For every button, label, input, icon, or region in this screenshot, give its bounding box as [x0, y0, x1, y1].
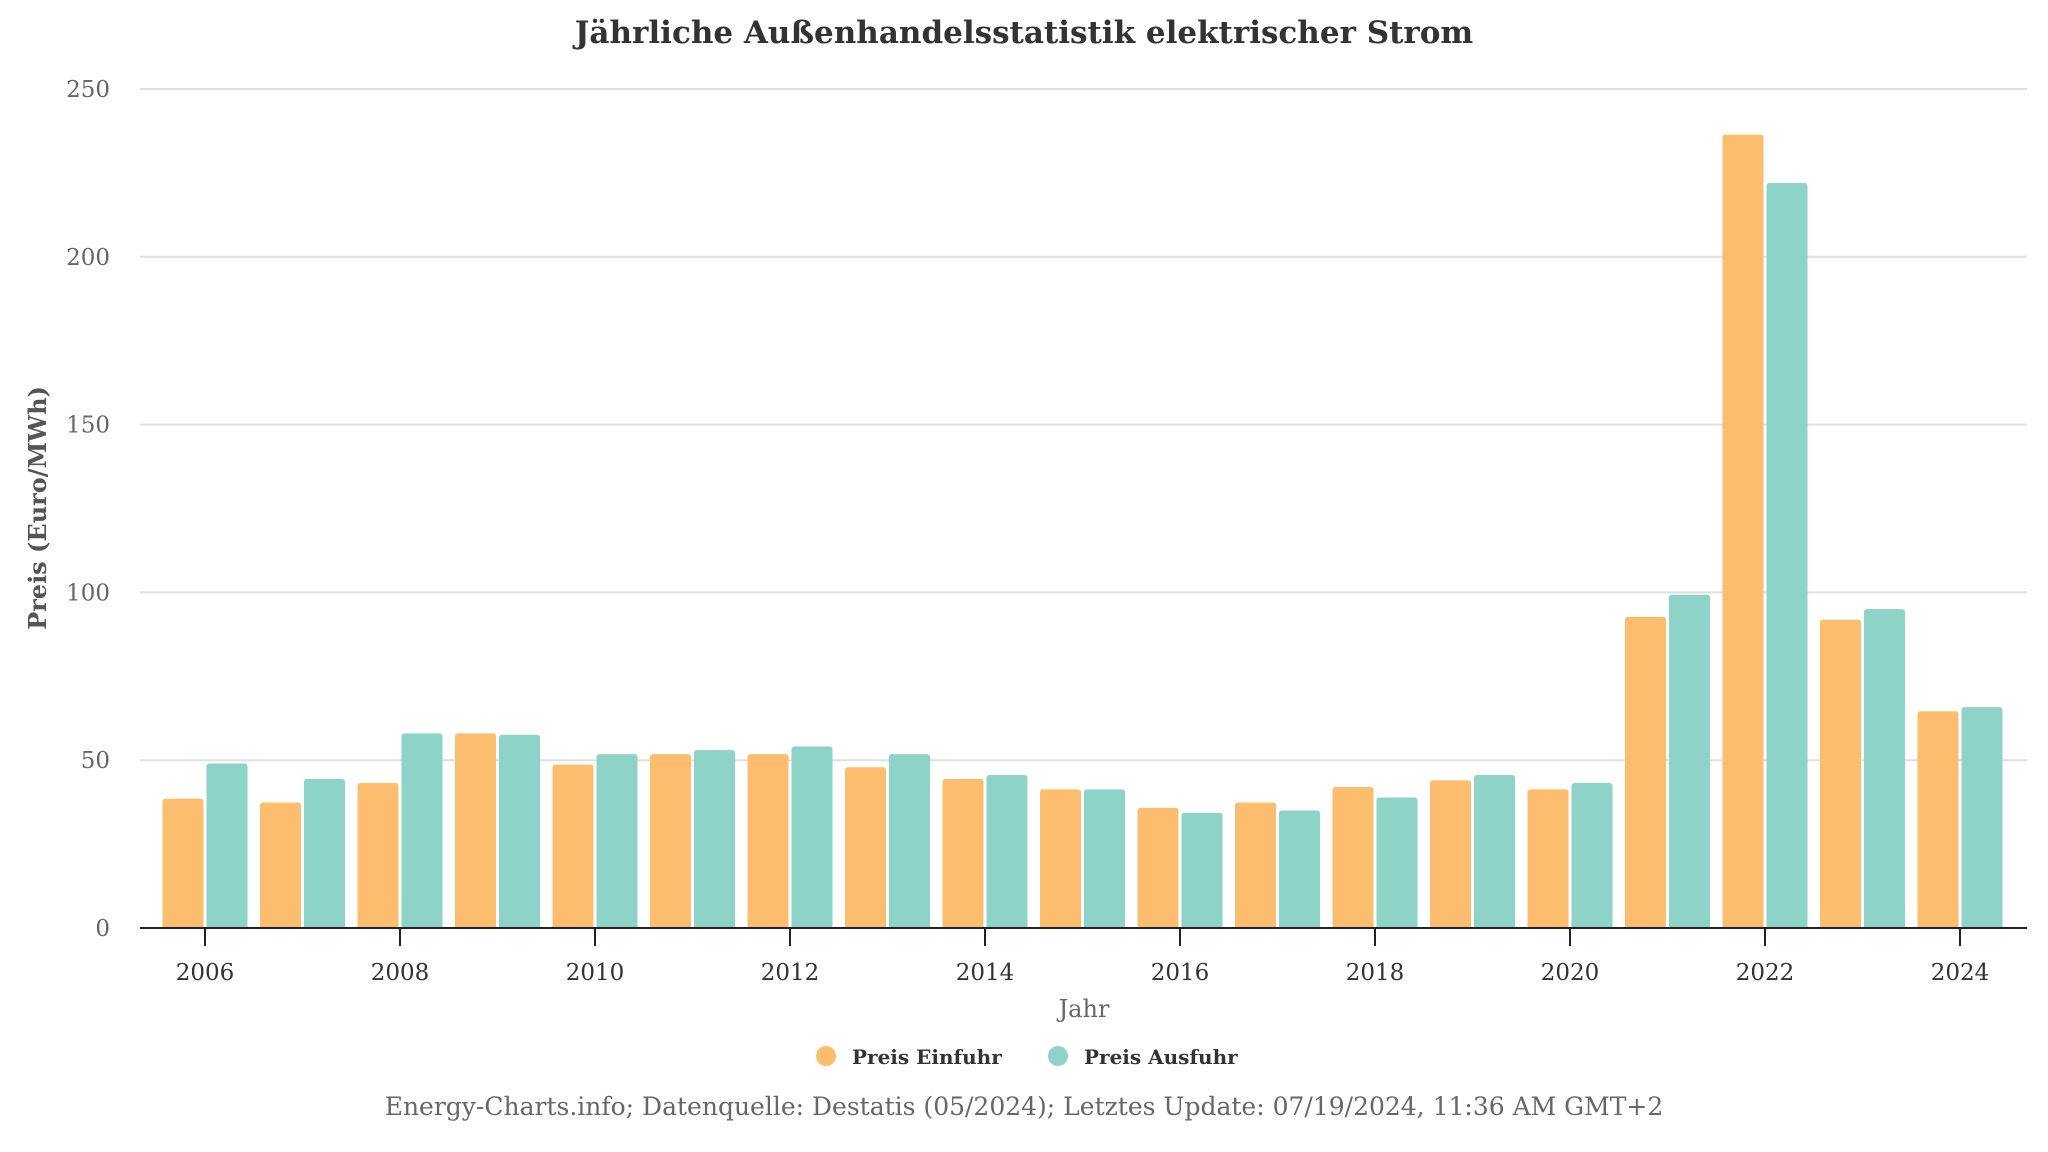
bar-einfuhr-2007[interactable]	[260, 802, 301, 928]
x-tick-label: 2024	[1931, 960, 1990, 986]
bar-ausfuhr-2008[interactable]	[401, 733, 443, 928]
x-tick-label: 2006	[176, 960, 235, 986]
bar-einfuhr-2018[interactable]	[1332, 787, 1374, 928]
bar-einfuhr-2014[interactable]	[942, 778, 984, 928]
bar-einfuhr-2024[interactable]	[1917, 711, 1959, 928]
x-tick-label: 2012	[761, 960, 820, 986]
legend-item-ausfuhr[interactable]: Preis Ausfuhr	[1048, 1045, 1238, 1069]
bar-ausfuhr-2012[interactable]	[791, 746, 833, 928]
x-axis-label: Jahr	[1056, 995, 1110, 1023]
bar-ausfuhr-2010[interactable]	[596, 754, 638, 928]
bar-einfuhr-2017[interactable]	[1235, 802, 1276, 928]
bar-ausfuhr-2016[interactable]	[1181, 812, 1223, 928]
bar-ausfuhr-2024[interactable]	[1961, 707, 2003, 928]
y-tick-label: 0	[95, 916, 110, 942]
y-tick-label: 100	[66, 580, 110, 606]
x-tick-label: 2022	[1736, 960, 1795, 986]
bar-einfuhr-2022[interactable]	[1722, 134, 1764, 928]
x-tick-label: 2020	[1541, 960, 1600, 986]
y-tick-label: 50	[81, 748, 110, 774]
bar-einfuhr-2010[interactable]	[552, 764, 594, 928]
bar-ausfuhr-2013[interactable]	[889, 754, 930, 928]
legend-label-ausfuhr: Preis Ausfuhr	[1084, 1045, 1238, 1069]
bar-ausfuhr-2015[interactable]	[1084, 789, 1125, 928]
bar-ausfuhr-2021[interactable]	[1669, 594, 1710, 928]
bar-einfuhr-2009[interactable]	[455, 733, 496, 928]
y-axis-label: Preis (Euro/MWh)	[23, 386, 52, 630]
bar-einfuhr-2019[interactable]	[1430, 780, 1471, 928]
bar-ausfuhr-2014[interactable]	[986, 774, 1028, 928]
bar-ausfuhr-2011[interactable]	[694, 750, 735, 928]
bar-ausfuhr-2007[interactable]	[304, 778, 345, 928]
bar-einfuhr-2021[interactable]	[1625, 616, 1666, 928]
bar-ausfuhr-2022[interactable]	[1766, 182, 1808, 928]
y-tick-label: 250	[66, 77, 110, 103]
chart-title: Jährliche Außenhandelsstatistik elektris…	[572, 15, 1474, 51]
legend-label-einfuhr: Preis Einfuhr	[852, 1045, 1002, 1069]
bar-einfuhr-2016[interactable]	[1137, 807, 1179, 928]
bar-ausfuhr-2019[interactable]	[1474, 774, 1515, 928]
x-tick-label: 2010	[566, 960, 625, 986]
bar-ausfuhr-2006[interactable]	[206, 763, 248, 928]
legend-marker-ausfuhr	[1048, 1046, 1068, 1066]
bar-einfuhr-2008[interactable]	[357, 783, 399, 928]
bar-ausfuhr-2009[interactable]	[499, 734, 540, 928]
bar-einfuhr-2012[interactable]	[747, 754, 789, 928]
bar-einfuhr-2020[interactable]	[1527, 789, 1569, 928]
bar-einfuhr-2011[interactable]	[650, 754, 691, 928]
x-tick-label: 2014	[956, 960, 1015, 986]
x-tick-label: 2018	[1346, 960, 1405, 986]
bar-ausfuhr-2023[interactable]	[1864, 609, 1905, 928]
x-tick-label: 2008	[371, 960, 430, 986]
bar-einfuhr-2015[interactable]	[1040, 789, 1081, 928]
y-tick-label: 150	[66, 413, 110, 439]
bar-ausfuhr-2018[interactable]	[1376, 797, 1418, 928]
bar-einfuhr-2023[interactable]	[1820, 619, 1861, 928]
legend: Preis Einfuhr Preis Ausfuhr	[816, 1045, 1238, 1069]
bar-einfuhr-2013[interactable]	[845, 767, 886, 928]
legend-marker-einfuhr	[816, 1046, 836, 1066]
x-tick-label: 2016	[1151, 960, 1210, 986]
grid: 0 50 100 150 200 250	[66, 77, 2027, 942]
bar-ausfuhr-2020[interactable]	[1571, 783, 1613, 928]
legend-item-einfuhr[interactable]: Preis Einfuhr	[816, 1045, 1002, 1069]
bars	[162, 134, 2003, 928]
bar-ausfuhr-2017[interactable]	[1279, 810, 1320, 928]
y-tick-label: 200	[66, 245, 110, 271]
footer-source: Energy-Charts.info; Datenquelle: Destati…	[385, 1092, 1664, 1121]
x-ticks: 2006 2008 2010 2012 2014 2016 2018 2020 2022 2024	[176, 928, 1990, 986]
bar-einfuhr-2006[interactable]	[162, 798, 204, 928]
